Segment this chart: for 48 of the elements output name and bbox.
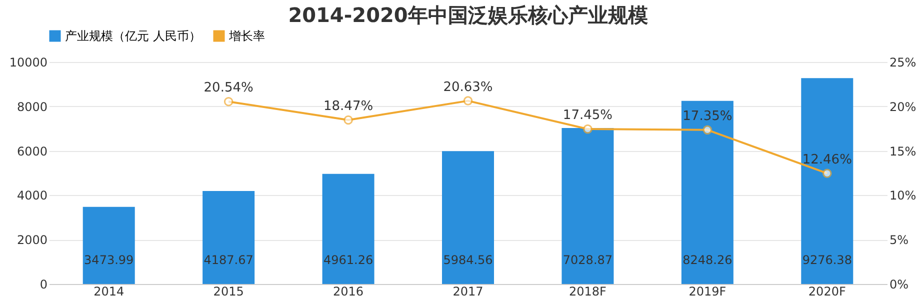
x-tick-label: 2018F — [568, 284, 607, 298]
y2-tick-label: 0% — [890, 278, 909, 292]
bar — [322, 174, 374, 284]
y-tick-label: 0 — [40, 278, 48, 292]
data-label: 8248.26 — [682, 253, 732, 267]
y-tick-label: 6000 — [16, 144, 48, 158]
data-label: 4961.26 — [323, 253, 374, 267]
bar — [801, 78, 854, 284]
bar — [562, 128, 614, 284]
bar — [681, 100, 734, 284]
y2-tick-label: 25% — [890, 56, 916, 70]
data-label: 17.35% — [682, 108, 732, 124]
legend-label: 增长率 — [228, 29, 265, 43]
data-label: 18.47% — [323, 98, 374, 114]
bar — [82, 206, 135, 284]
data-label: 4187.67 — [204, 253, 254, 267]
point — [583, 124, 592, 134]
data-label: 20.54% — [204, 80, 254, 96]
data-label: 9276.38 — [802, 253, 852, 267]
y2-tick-label: 10% — [890, 188, 916, 203]
point — [702, 125, 712, 135]
y-tick-label: 2000 — [16, 233, 48, 248]
y2-tick-label: 5% — [890, 233, 909, 248]
x-tick-label: 2020F — [808, 284, 846, 298]
data-label: 20.63% — [443, 80, 493, 95]
bar — [202, 191, 255, 284]
point — [344, 115, 353, 125]
y-tick-label: 10000 — [9, 56, 48, 70]
point — [463, 96, 473, 106]
data-label: 5984.56 — [443, 253, 493, 267]
x-tick-label: 2014 — [94, 284, 124, 298]
point — [822, 168, 832, 178]
bar — [442, 151, 494, 284]
y2-tick-label: 20% — [890, 100, 916, 114]
data-label: 17.45% — [562, 108, 613, 124]
data-label: 12.46% — [802, 152, 852, 168]
y-tick-label: 4000 — [16, 188, 48, 203]
x-tick-label: 2017 — [452, 284, 484, 298]
point — [224, 96, 234, 106]
x-tick-label: 2015 — [213, 284, 244, 298]
data-label: 3473.99 — [84, 253, 134, 267]
chart-title: 2014-2020年中国泛娱乐核心产业规模 — [288, 3, 648, 27]
x-tick-label: 2019F — [688, 284, 726, 298]
data-label: 7028.87 — [562, 253, 613, 267]
y2-tick-label: 15% — [890, 144, 916, 158]
y-tick-label: 8000 — [16, 100, 48, 114]
x-tick-label: 2016 — [333, 284, 364, 298]
legend-label: 产业规模（亿元 人民币） — [65, 29, 201, 43]
